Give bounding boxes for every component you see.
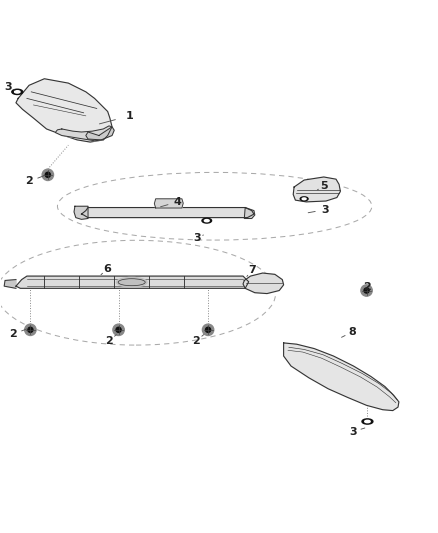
Circle shape bbox=[116, 327, 121, 333]
Ellipse shape bbox=[12, 89, 23, 94]
Circle shape bbox=[42, 169, 53, 181]
Text: 2: 2 bbox=[363, 282, 371, 293]
Circle shape bbox=[25, 324, 36, 335]
Text: 6: 6 bbox=[104, 264, 112, 273]
Polygon shape bbox=[243, 273, 284, 294]
Text: 2: 2 bbox=[9, 329, 17, 339]
Text: 4: 4 bbox=[173, 197, 181, 207]
Polygon shape bbox=[55, 126, 112, 141]
Circle shape bbox=[205, 327, 211, 333]
Text: 2: 2 bbox=[105, 336, 113, 346]
Text: 3: 3 bbox=[321, 205, 328, 215]
Ellipse shape bbox=[14, 91, 20, 93]
Circle shape bbox=[28, 327, 33, 333]
Ellipse shape bbox=[362, 419, 373, 424]
Text: 2: 2 bbox=[192, 336, 200, 346]
Text: 3: 3 bbox=[350, 426, 357, 437]
Circle shape bbox=[364, 288, 369, 293]
Text: 3: 3 bbox=[193, 233, 201, 243]
Ellipse shape bbox=[365, 421, 370, 423]
Text: 8: 8 bbox=[348, 327, 356, 337]
Text: 7: 7 bbox=[248, 265, 256, 275]
Text: 5: 5 bbox=[320, 181, 328, 191]
Ellipse shape bbox=[300, 197, 308, 201]
Polygon shape bbox=[86, 127, 114, 140]
Polygon shape bbox=[154, 199, 183, 208]
Text: 1: 1 bbox=[126, 111, 133, 121]
Polygon shape bbox=[4, 280, 16, 288]
Polygon shape bbox=[74, 206, 88, 220]
Circle shape bbox=[113, 324, 124, 335]
Circle shape bbox=[202, 324, 214, 335]
Polygon shape bbox=[16, 276, 249, 288]
Polygon shape bbox=[16, 79, 112, 142]
Circle shape bbox=[361, 285, 372, 296]
Polygon shape bbox=[284, 343, 399, 410]
Text: 2: 2 bbox=[25, 176, 33, 187]
Circle shape bbox=[45, 172, 50, 177]
Polygon shape bbox=[244, 207, 255, 219]
Polygon shape bbox=[81, 207, 254, 217]
Ellipse shape bbox=[302, 198, 306, 200]
Polygon shape bbox=[293, 177, 340, 202]
Text: 3: 3 bbox=[5, 82, 12, 92]
Ellipse shape bbox=[117, 277, 147, 287]
Ellipse shape bbox=[202, 218, 212, 223]
Ellipse shape bbox=[205, 220, 209, 222]
